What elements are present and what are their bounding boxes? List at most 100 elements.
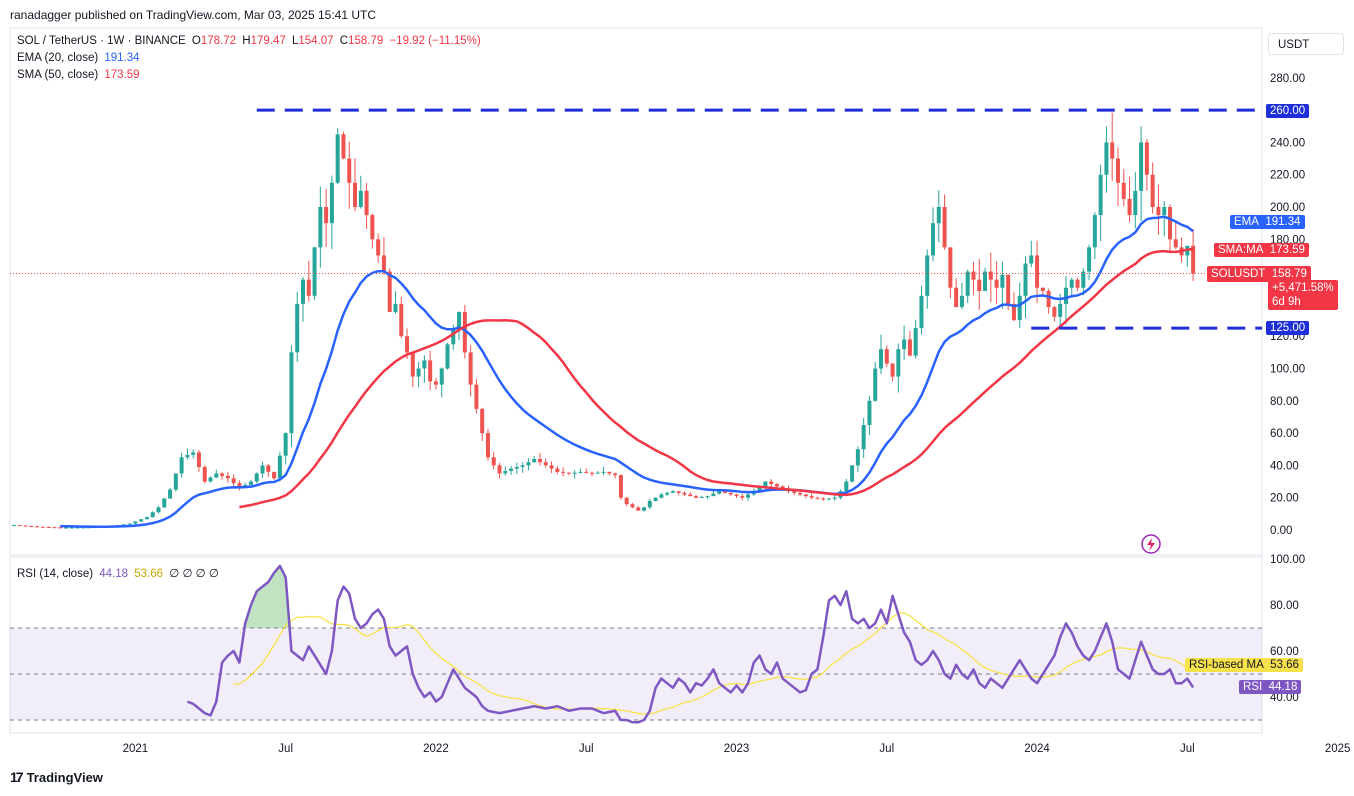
candle-body bbox=[844, 481, 849, 492]
candle-body bbox=[225, 475, 230, 479]
candle-body bbox=[884, 349, 889, 364]
candle-body bbox=[653, 497, 658, 501]
candle-body bbox=[231, 478, 236, 484]
candle-body bbox=[555, 468, 560, 472]
candle-body bbox=[532, 458, 537, 463]
price-tick-label: 200.00 bbox=[1270, 202, 1305, 214]
candle-body bbox=[46, 526, 51, 528]
ema-line bbox=[60, 215, 1194, 528]
candle-body bbox=[867, 400, 872, 426]
candle-body bbox=[925, 255, 930, 296]
price-tick-label: 0.00 bbox=[1270, 525, 1292, 537]
time-tick-label: Jul bbox=[879, 743, 894, 755]
candle-body bbox=[168, 489, 173, 499]
candle-body bbox=[1121, 182, 1126, 199]
price-tick-label: 60.00 bbox=[1270, 428, 1299, 440]
sma-tag: SMA:MA 173.59 bbox=[1214, 243, 1309, 257]
candle-body bbox=[717, 491, 722, 494]
candle-body bbox=[757, 486, 762, 492]
candle-body bbox=[289, 352, 294, 434]
candle-body bbox=[491, 457, 496, 466]
high-label: H bbox=[242, 35, 251, 47]
candle-body bbox=[301, 279, 305, 304]
rsi-overbought-fill bbox=[245, 565, 292, 628]
candle-body bbox=[58, 527, 63, 529]
candle-body bbox=[220, 473, 225, 476]
candle-body bbox=[561, 471, 566, 473]
candle-body bbox=[902, 339, 907, 350]
high-value: 179.47 bbox=[250, 35, 286, 47]
rsi-tag: RSI 44.18 bbox=[1239, 680, 1302, 694]
currency-selector[interactable]: USDT bbox=[1268, 33, 1344, 55]
rsi-ma-line bbox=[233, 612, 1194, 715]
candle-body bbox=[1029, 255, 1034, 264]
candle-body bbox=[907, 339, 912, 356]
low-label: L bbox=[291, 35, 299, 47]
candle-body bbox=[630, 504, 635, 508]
candle-body bbox=[1110, 142, 1115, 159]
candle-body bbox=[196, 452, 201, 468]
time-tick-label: 2021 bbox=[123, 743, 149, 755]
time-tick-label: 2023 bbox=[724, 743, 750, 755]
tradingview-logo[interactable]: 17 TradingView bbox=[10, 769, 103, 785]
candle-body bbox=[711, 493, 716, 497]
candle-body bbox=[318, 207, 323, 248]
candle-body bbox=[861, 425, 866, 450]
candle-body bbox=[618, 475, 623, 498]
candle-body bbox=[936, 207, 941, 224]
candle-body bbox=[1046, 290, 1051, 308]
candle-body bbox=[1075, 279, 1080, 288]
candle-body bbox=[295, 303, 300, 353]
publisher-line: ranadagger published on TradingView.com,… bbox=[10, 8, 377, 22]
ema-legend-label: EMA (20, close) bbox=[17, 52, 99, 64]
candle-body bbox=[150, 512, 155, 518]
candle-body bbox=[162, 498, 167, 508]
candle-body bbox=[387, 271, 392, 312]
candle-body bbox=[1156, 207, 1161, 216]
candle-body bbox=[237, 483, 242, 489]
candle-body bbox=[942, 207, 947, 248]
candle-body bbox=[1168, 207, 1172, 240]
candle-body bbox=[1144, 142, 1149, 175]
candle-body bbox=[474, 384, 479, 409]
candle-body bbox=[965, 271, 970, 296]
candle-body bbox=[1173, 239, 1178, 248]
price-tick-label: 280.00 bbox=[1270, 73, 1305, 85]
low-value: 154.07 bbox=[298, 35, 334, 47]
candle-body bbox=[896, 349, 901, 377]
candle-body bbox=[451, 328, 456, 345]
candle-body bbox=[543, 462, 548, 466]
tradingview-brand: TradingView bbox=[26, 769, 103, 785]
sma-line bbox=[239, 247, 1194, 509]
candle-body bbox=[988, 271, 993, 280]
rsi-tag-label: RSI bbox=[1243, 681, 1263, 693]
candle-body bbox=[879, 349, 883, 369]
candle-body bbox=[509, 468, 514, 472]
candle-body bbox=[590, 472, 594, 474]
candle-body bbox=[954, 287, 959, 308]
candle-body bbox=[699, 496, 704, 498]
candle-body bbox=[81, 527, 86, 529]
candle-body bbox=[850, 465, 855, 482]
candle-body bbox=[774, 483, 779, 487]
bolt-icon bbox=[1147, 538, 1155, 551]
candle-body bbox=[370, 215, 375, 240]
close-label: C bbox=[339, 35, 349, 47]
price-tick-label: 100.00 bbox=[1270, 364, 1305, 376]
candle-body bbox=[607, 471, 612, 474]
candle-body bbox=[347, 158, 352, 183]
symbol-price-tag: SOLUSDT 158.79 bbox=[1207, 266, 1311, 282]
candle-body bbox=[1104, 142, 1109, 175]
candle-body bbox=[1092, 215, 1097, 248]
sym-tag-change: +5,471.58% bbox=[1272, 282, 1334, 294]
candle-body bbox=[971, 271, 976, 280]
candle-body bbox=[1011, 303, 1016, 321]
candle-body bbox=[537, 458, 542, 463]
candle-body bbox=[1133, 190, 1138, 216]
candle-body bbox=[139, 519, 144, 522]
candle-body bbox=[728, 492, 733, 495]
candle-body bbox=[688, 494, 693, 497]
candle-body bbox=[393, 303, 398, 312]
change-value: −19.92 (−11.15%) bbox=[389, 35, 481, 47]
